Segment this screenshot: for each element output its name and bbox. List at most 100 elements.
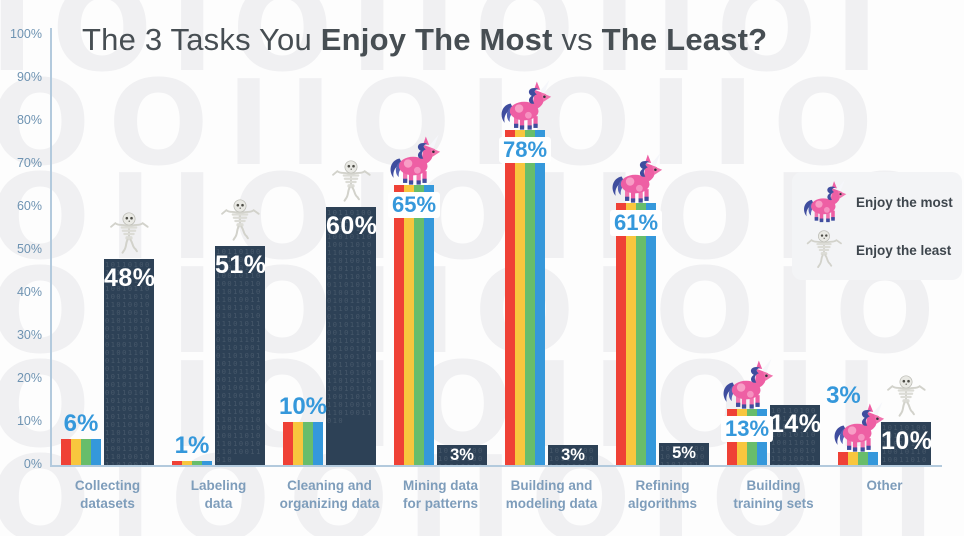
category-label-line: organizing data — [279, 496, 380, 512]
dark-bar: 1011010010110100110101101001011010011010… — [326, 207, 376, 465]
category-label-line: algorithms — [627, 496, 697, 512]
category-label: Refining algorithms — [598, 477, 728, 513]
unicorn-icon — [800, 179, 848, 225]
category-label-line: Building and — [510, 478, 593, 493]
title-bold-2: The Least? — [601, 22, 768, 57]
rainbow-bar — [394, 185, 434, 465]
bar-enjoy-most: 78% — [498, 130, 545, 465]
unicorn-icon — [605, 152, 667, 206]
category-label-line: Labeling — [190, 478, 247, 493]
y-tick-label: 80% — [16, 113, 42, 127]
dark-bar: 1011010010110100110101101001011010011010… — [881, 422, 931, 465]
dark-bar: 1011010010110100110101101001011010011010… — [104, 259, 154, 465]
bar-enjoy-most: 3% — [826, 382, 878, 465]
dark-bar: 1011010010110100110101101001011010011010… — [437, 445, 487, 465]
rainbow-bar — [505, 130, 545, 465]
category-label-line: modeling data — [505, 496, 598, 512]
most-value-label: 61% — [609, 210, 663, 236]
binary-texture: 1011010010110100110101101001011010011010… — [549, 447, 595, 465]
least-value-label: 48% — [104, 264, 156, 292]
binary-texture: 1011010010110100110101101001011010011010… — [438, 447, 484, 465]
binary-texture: 1011010010110100110101101001011010011010… — [216, 248, 262, 464]
title-normal-1: The 3 Tasks You — [82, 22, 321, 57]
y-tick-label: 60% — [16, 199, 42, 213]
category-label-line: data — [204, 496, 233, 512]
least-value-label: 3% — [450, 446, 474, 464]
y-tick-label: 30% — [16, 328, 42, 342]
bar-enjoy-least: 1011010010110100110101101001011010011010… — [437, 445, 487, 465]
least-value-label: 60% — [326, 212, 378, 240]
category-label-line: Cleaning and — [287, 478, 372, 493]
bar-enjoy-most: 61% — [609, 203, 656, 465]
least-value-label: 3% — [561, 446, 585, 464]
y-tick-label: 100% — [10, 27, 42, 41]
bar-enjoy-most: 6% — [61, 410, 101, 465]
legend-label: Enjoy the most — [856, 194, 953, 210]
category-label: Collecting datasets — [43, 477, 173, 513]
bar-enjoy-least: 1011010010110100110101101001011010011010… — [215, 246, 267, 465]
category-label-line: Building — [746, 478, 801, 493]
x-axis-line — [50, 465, 942, 467]
y-tick-label: 20% — [16, 371, 42, 385]
bar-enjoy-least: 1011010010110100110101101001011010011010… — [881, 422, 933, 465]
plot-area: 6% 10110100101101001101011010010110100110… — [52, 0, 940, 511]
category-label: Mining data for patterns — [376, 477, 506, 513]
rainbow-bar — [172, 461, 212, 465]
skeleton-icon — [106, 206, 152, 262]
dark-bar: 1011010010110100110101101001011010011010… — [770, 405, 820, 465]
bar-enjoy-most: 65% — [387, 185, 434, 465]
bar-enjoy-most: 13% — [720, 409, 767, 465]
category-label-line: Collecting — [74, 478, 141, 493]
bar-enjoy-most: 1% — [172, 432, 212, 465]
binary-texture: 1011010010110100110101101001011010011010… — [882, 424, 928, 465]
unicorn-icon — [383, 134, 445, 188]
category-label-line: Other — [866, 478, 903, 493]
title-bold-1: Enjoy The Most — [320, 22, 553, 57]
category-label: Other — [820, 477, 950, 495]
dark-bar: 1011010010110100110101101001011010011010… — [548, 445, 598, 465]
y-axis-line — [50, 28, 52, 467]
category-label-line: Mining data — [403, 478, 478, 493]
skeleton-icon — [883, 369, 929, 425]
skeleton-icon — [328, 154, 374, 210]
rainbow-bar — [838, 452, 878, 465]
bar-enjoy-least: 1011010010110100110101101001011010011010… — [104, 259, 156, 465]
legend-item-enjoy-least: Enjoy the least — [800, 227, 954, 273]
page-title: The 3 Tasks You Enjoy The Most vs The Le… — [82, 22, 767, 58]
skeleton-icon — [800, 227, 848, 273]
bar-enjoy-least: 1011010010110100110101101001011010011010… — [659, 443, 709, 465]
dark-bar: 1011010010110100110101101001011010011010… — [215, 246, 265, 465]
category-label: Building and modeling data — [487, 477, 617, 513]
category-label-line: for patterns — [402, 496, 478, 512]
skeleton-icon — [217, 193, 263, 249]
unicorn-icon — [494, 79, 556, 133]
title-normal-2: vs — [552, 22, 602, 57]
rainbow-bar — [283, 422, 323, 465]
unicorn-icon — [716, 358, 778, 412]
bar-enjoy-least: 1011010010110100110101101001011010011010… — [770, 405, 822, 465]
least-value-label: 51% — [215, 251, 267, 279]
least-value-label: 10% — [881, 427, 933, 455]
category-label-line: training sets — [733, 496, 814, 512]
category-label: Cleaning and organizing data — [265, 477, 395, 513]
most-value-label: 13% — [720, 416, 774, 442]
dark-bar: 1011010010110100110101101001011010011010… — [659, 443, 709, 465]
bar-enjoy-least: 1011010010110100110101101001011010011010… — [326, 207, 378, 465]
binary-texture: 1011010010110100110101101001011010011010… — [660, 445, 706, 465]
y-tick-label: 50% — [16, 242, 42, 256]
category-label: Building training sets — [709, 477, 839, 513]
most-value-label: 3% — [826, 382, 861, 409]
category-label-line: datasets — [80, 496, 135, 512]
y-tick-label: 0% — [23, 457, 42, 471]
binary-texture: 1011010010110100110101101001011010011010… — [771, 407, 817, 465]
y-tick-label: 10% — [16, 414, 42, 428]
binary-texture: 1011010010110100110101101001011010011010… — [105, 261, 151, 465]
most-value-label: 78% — [498, 137, 552, 163]
least-value-label: 14% — [770, 410, 822, 438]
rainbow-bar — [616, 203, 656, 465]
most-value-label: 6% — [63, 410, 99, 437]
unicorn-icon — [827, 401, 889, 455]
y-tick-label: 90% — [16, 70, 42, 84]
bar-enjoy-least: 1011010010110100110101101001011010011010… — [548, 445, 598, 465]
